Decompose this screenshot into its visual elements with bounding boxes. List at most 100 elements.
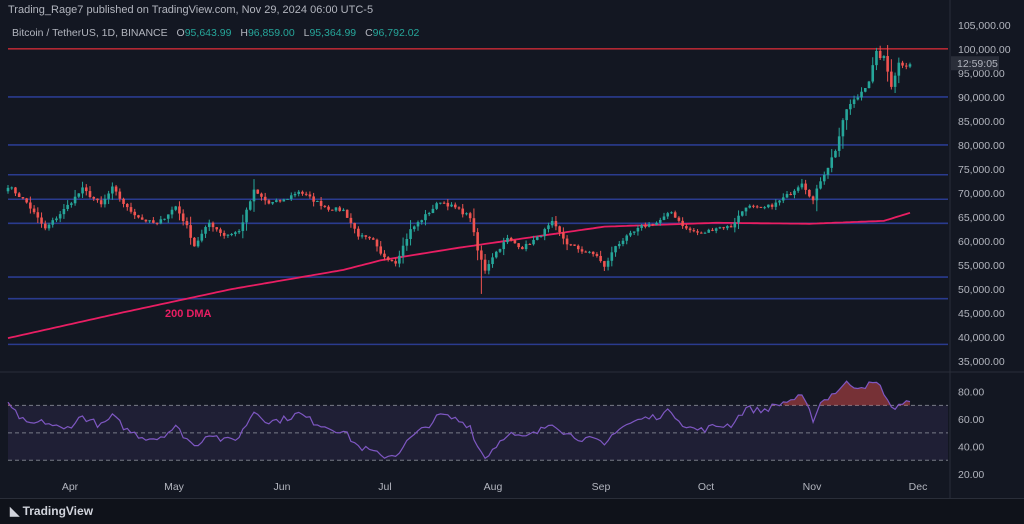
candle-body <box>744 207 748 212</box>
price-tick-label: 90,000.00 <box>958 92 1005 104</box>
candle-body <box>793 190 796 195</box>
candle-body <box>740 211 744 216</box>
candle-body <box>606 260 610 267</box>
candle-body <box>494 251 498 258</box>
candle-body <box>640 225 643 228</box>
candle-body <box>163 218 166 220</box>
candle-body <box>55 218 58 221</box>
level-lines <box>8 48 948 346</box>
candle-body <box>886 56 889 72</box>
candle-body <box>155 222 159 224</box>
candle-body <box>111 186 114 194</box>
candle-body <box>297 191 301 194</box>
candle-body <box>25 198 28 203</box>
candle-body <box>219 229 222 233</box>
rsi-overbought-fill <box>8 381 910 406</box>
candle-body <box>368 236 371 239</box>
candle-body <box>267 200 271 204</box>
candle-body <box>491 257 494 265</box>
candle-body <box>442 202 446 204</box>
candle-body <box>588 251 591 253</box>
candle-body <box>405 238 409 246</box>
candle-body <box>804 183 807 190</box>
candle-body <box>558 226 561 233</box>
tradingview-logo[interactable]: ◣ TradingView <box>10 504 93 518</box>
dma-series: 200 DMA <box>7 211 911 339</box>
candle-body <box>256 189 260 194</box>
candle-body <box>849 104 852 110</box>
candle-body <box>733 222 737 228</box>
candle-body <box>535 236 539 240</box>
candle-body <box>36 212 40 218</box>
candle-body <box>345 209 349 218</box>
candle-body <box>114 186 118 192</box>
candle-body <box>517 243 520 248</box>
candle-body <box>152 220 155 223</box>
time-axis: Apr May Jun Jul Aug Sep Oct Nov Dec <box>62 481 928 493</box>
candle-body <box>237 231 241 233</box>
candle-body <box>711 229 714 231</box>
price-tick-label: 45,000.00 <box>958 308 1005 320</box>
price-tick-label: 95,000.00 <box>958 68 1005 80</box>
price-tick-label: 50,000.00 <box>958 284 1005 296</box>
candle-body <box>43 223 47 229</box>
candle-body <box>603 261 606 267</box>
candle-body <box>789 194 793 196</box>
candle-body <box>431 208 435 213</box>
candle-body <box>166 214 170 219</box>
candle-body <box>897 62 901 76</box>
candle-body <box>573 244 576 246</box>
candle-body <box>84 187 88 192</box>
candle-body <box>562 232 565 239</box>
candle-body <box>819 181 822 189</box>
candle-body <box>383 253 386 258</box>
candle-body <box>748 205 752 208</box>
candle-body <box>837 136 841 151</box>
candle-body <box>904 65 908 67</box>
price-tick-label: 85,000.00 <box>958 116 1005 128</box>
candle-body <box>439 202 442 204</box>
candle-body <box>729 226 733 228</box>
price-tick-label: 35,000.00 <box>958 356 1005 368</box>
countdown-bg <box>951 56 999 71</box>
candle-body <box>875 50 878 66</box>
candle-body <box>841 120 845 137</box>
candle-body <box>506 237 509 243</box>
candle-body <box>412 226 416 230</box>
candle-body <box>811 196 815 201</box>
candle-body <box>636 227 640 232</box>
candle-body <box>763 207 766 209</box>
candle-body <box>271 201 274 204</box>
candle-body <box>409 229 412 239</box>
candle-body <box>234 232 237 234</box>
candle-body <box>401 245 405 256</box>
price-chart[interactable]: 200 DMA 35,000.00 40,000.00 45,000.00 50,00… <box>0 0 1024 498</box>
candle-body <box>666 213 670 217</box>
price-tick-label: 65,000.00 <box>958 212 1005 224</box>
candle-body <box>230 233 233 235</box>
candle-body <box>416 222 420 227</box>
candle-body <box>122 198 125 204</box>
candle-body <box>81 187 84 194</box>
candle-body <box>480 250 483 260</box>
candle-body <box>133 211 137 216</box>
candle-body <box>543 229 547 236</box>
candle-body <box>435 203 438 209</box>
time-tick-label: Oct <box>698 481 714 493</box>
candle-body <box>107 193 110 199</box>
candle-body <box>599 255 602 262</box>
candle-body <box>569 244 573 246</box>
candle-body <box>826 167 830 175</box>
candle-body <box>144 219 148 222</box>
candle-body <box>617 244 621 247</box>
candle-body <box>360 235 364 237</box>
symbol-legend: Bitcoin / TetherUS, 1D, BINANCE O95,643.… <box>12 27 419 39</box>
candle-body <box>759 206 763 208</box>
candle-body <box>10 187 14 189</box>
candle-body <box>286 198 289 200</box>
candle-body <box>77 193 81 197</box>
candle-body <box>591 251 595 255</box>
candle-body <box>319 200 323 206</box>
low-value: 95,364.99 <box>309 27 357 39</box>
candle-body <box>6 187 10 192</box>
